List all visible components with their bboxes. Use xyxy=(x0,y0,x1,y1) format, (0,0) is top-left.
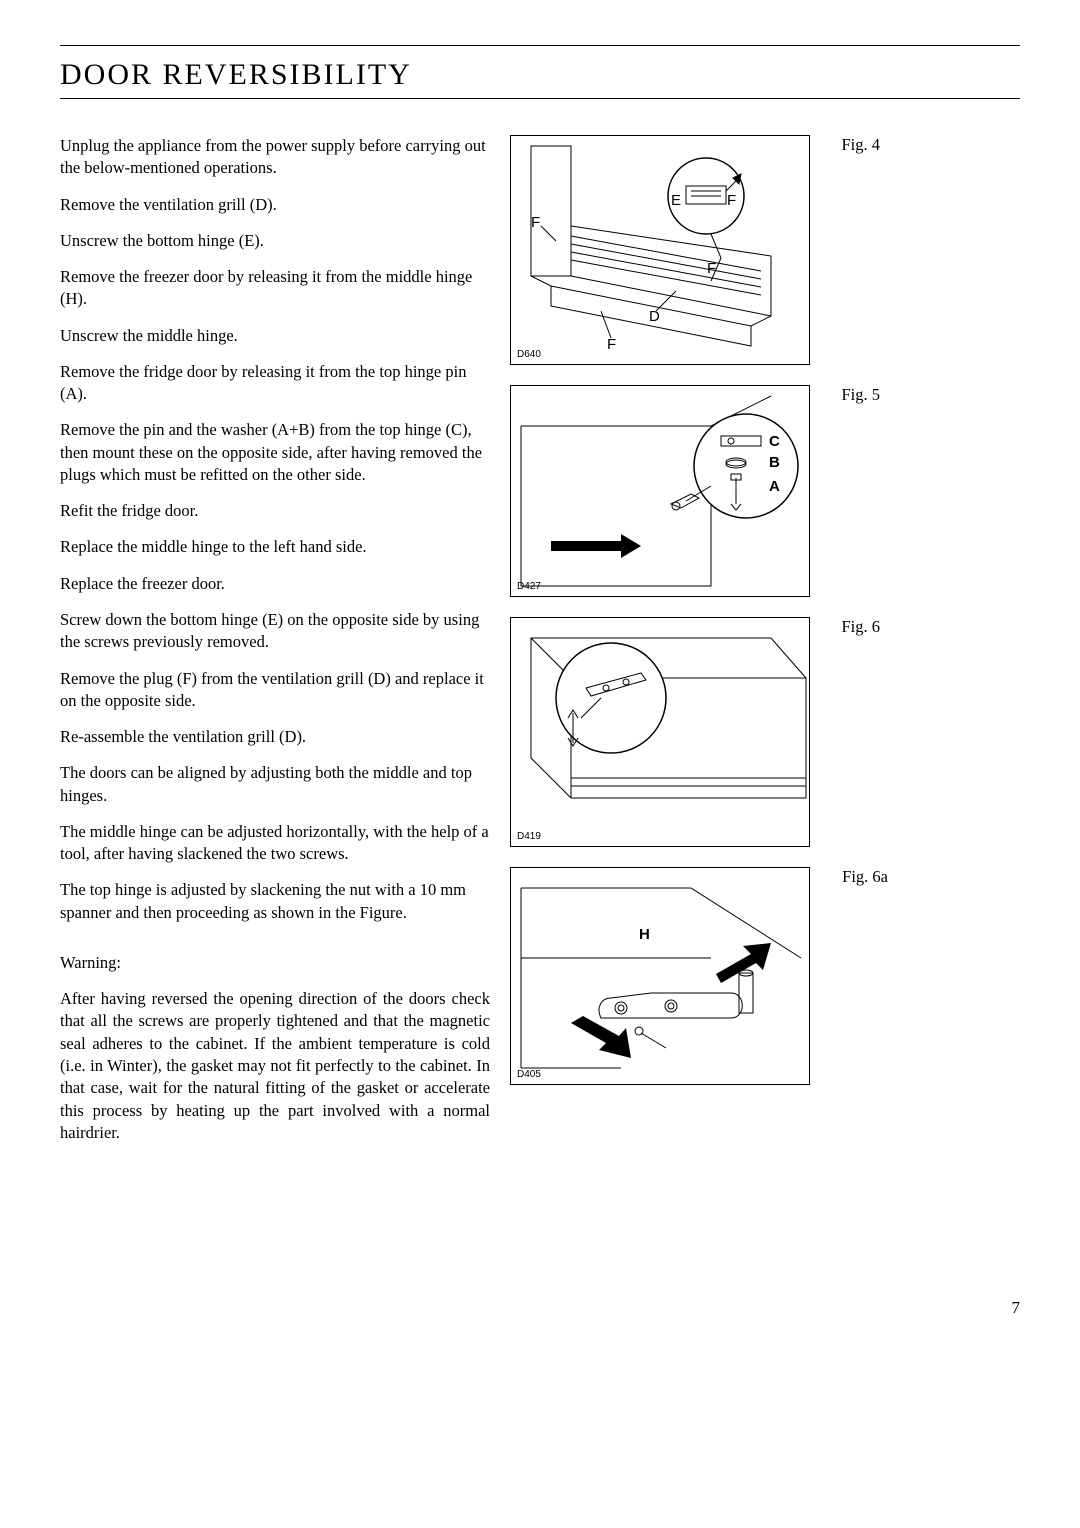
instruction-step: The top hinge is adjusted by slackening … xyxy=(60,879,490,924)
figure-4: Fig. 4 xyxy=(510,135,810,365)
fig4-label-E: E xyxy=(671,192,681,209)
figure-6: Fig. 6 xyxy=(510,617,810,847)
fig4-label-F4: F xyxy=(607,336,616,353)
fig6a-caption: Fig. 6a xyxy=(842,867,888,887)
fig6a-diagram xyxy=(511,868,810,1085)
fig4-label-D: D xyxy=(649,308,660,325)
fig5-ref: D427 xyxy=(517,581,541,592)
fig5-label-A: A xyxy=(769,478,780,495)
fig4-label-F2: F xyxy=(531,214,540,231)
fig6a-ref: D405 xyxy=(517,1069,541,1080)
instructions-column: Unplug the appliance from the power supp… xyxy=(60,135,490,1158)
arrow-icon xyxy=(571,1016,631,1058)
section-title: DOOR REVERSIBILITY xyxy=(60,58,1020,92)
fig4-label-F1: F xyxy=(727,192,736,209)
fig6-caption: Fig. 6 xyxy=(841,617,880,637)
instruction-step: Remove the pin and the washer (A+B) from… xyxy=(60,419,490,486)
fig4-ref: D640 xyxy=(517,349,541,360)
fig5-diagram xyxy=(511,386,810,597)
fig4-diagram xyxy=(511,136,810,365)
instruction-step: Unscrew the bottom hinge (E). xyxy=(60,230,490,252)
fig6a-label-H: H xyxy=(639,926,650,943)
instruction-step: Replace the middle hinge to the left han… xyxy=(60,536,490,558)
fig6-ref: D419 xyxy=(517,831,541,842)
fig6-diagram xyxy=(511,618,810,847)
instruction-step: Remove the fridge door by releasing it f… xyxy=(60,361,490,406)
top-rule xyxy=(60,45,1020,46)
instruction-step: Screw down the bottom hinge (E) on the o… xyxy=(60,609,490,654)
warning-label: Warning: xyxy=(60,952,490,974)
arrow-icon xyxy=(551,534,641,558)
arrow-icon xyxy=(716,943,771,983)
warning-body: After having reversed the opening direct… xyxy=(60,988,490,1144)
figure-6a: Fig. 6a xyxy=(510,867,810,1085)
instruction-step: Unplug the appliance from the power supp… xyxy=(60,135,490,180)
page-number: 7 xyxy=(1012,1298,1021,1318)
title-underline xyxy=(60,98,1020,99)
instruction-step: Remove the ventilation grill (D). xyxy=(60,194,490,216)
fig4-label-F3: F xyxy=(707,260,716,277)
instruction-step: The doors can be aligned by adjusting bo… xyxy=(60,762,490,807)
fig5-caption: Fig. 5 xyxy=(841,385,880,405)
figures-column: Fig. 4 xyxy=(510,135,1020,1158)
instruction-step: Remove the plug (F) from the ventilation… xyxy=(60,668,490,713)
instruction-step: Unscrew the middle hinge. xyxy=(60,325,490,347)
instruction-step: Refit the fridge door. xyxy=(60,500,490,522)
fig5-label-C: C xyxy=(769,433,780,450)
content-wrap: Unplug the appliance from the power supp… xyxy=(60,135,1020,1158)
instruction-step: Remove the freezer door by releasing it … xyxy=(60,266,490,311)
instruction-step: Replace the freezer door. xyxy=(60,573,490,595)
fig5-label-B: B xyxy=(769,454,780,471)
instruction-step: The middle hinge can be adjusted horizon… xyxy=(60,821,490,866)
instruction-step: Re-assemble the ventilation grill (D). xyxy=(60,726,490,748)
fig4-caption: Fig. 4 xyxy=(841,135,880,155)
figure-5: Fig. 5 xyxy=(510,385,810,597)
